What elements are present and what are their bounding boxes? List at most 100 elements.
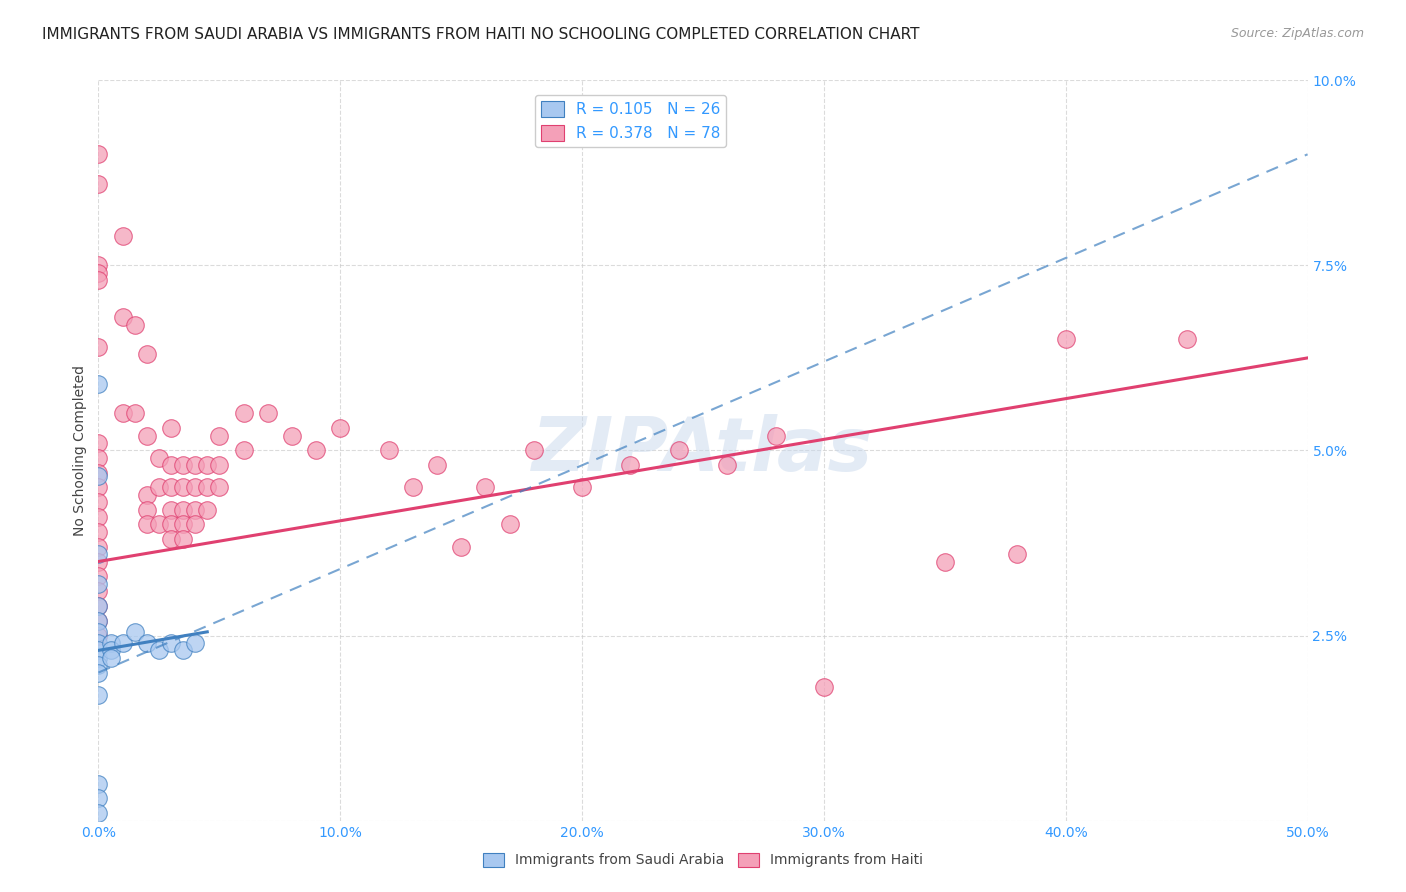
Point: [100, 650, 122, 665]
Point: [765, 428, 787, 442]
Point: [256, 407, 278, 421]
Point: [87, 524, 110, 539]
Point: [87, 628, 110, 642]
Point: [232, 443, 254, 458]
Point: [172, 533, 194, 547]
Point: [716, 458, 738, 473]
Point: [813, 681, 835, 695]
Point: [135, 347, 157, 361]
Point: [111, 228, 134, 243]
Point: [124, 407, 146, 421]
Point: [148, 517, 170, 532]
Point: [1175, 332, 1198, 346]
Point: [111, 407, 134, 421]
Point: [87, 599, 110, 613]
Point: [87, 636, 110, 650]
Point: [87, 273, 110, 287]
Point: [1054, 332, 1077, 346]
Point: [87, 177, 110, 191]
Point: [87, 340, 110, 354]
Point: [474, 480, 496, 494]
Point: [160, 458, 183, 473]
Point: [160, 480, 183, 494]
Point: [87, 658, 110, 673]
Point: [160, 421, 183, 435]
Point: [148, 450, 170, 465]
Point: [172, 480, 194, 494]
Text: Source: ZipAtlas.com: Source: ZipAtlas.com: [1230, 27, 1364, 40]
Point: [498, 517, 520, 532]
Point: [148, 480, 170, 494]
Point: [208, 428, 231, 442]
Point: [135, 636, 157, 650]
Point: [619, 458, 641, 473]
Point: [87, 665, 110, 680]
Point: [172, 458, 194, 473]
Point: [87, 614, 110, 628]
Point: [87, 576, 110, 591]
Point: [208, 480, 231, 494]
Point: [160, 636, 183, 650]
Point: [172, 502, 194, 516]
Point: [87, 510, 110, 524]
Point: [426, 458, 449, 473]
Point: [668, 443, 690, 458]
Point: [160, 533, 183, 547]
Point: [135, 502, 157, 516]
Point: [87, 547, 110, 561]
Point: [208, 458, 231, 473]
Point: [100, 636, 122, 650]
Point: [87, 450, 110, 465]
Point: [305, 443, 328, 458]
Point: [135, 517, 157, 532]
Point: [87, 469, 110, 483]
Y-axis label: No Schooling Completed: No Schooling Completed: [73, 365, 87, 536]
Point: [377, 443, 399, 458]
Point: [172, 517, 194, 532]
Text: IMMIGRANTS FROM SAUDI ARABIA VS IMMIGRANTS FROM HAITI NO SCHOOLING COMPLETED COR: IMMIGRANTS FROM SAUDI ARABIA VS IMMIGRAN…: [42, 27, 920, 42]
Point: [111, 310, 134, 325]
Point: [87, 147, 110, 161]
Point: [87, 540, 110, 554]
Point: [87, 776, 110, 791]
Point: [87, 555, 110, 569]
Point: [160, 502, 183, 516]
Point: [87, 614, 110, 628]
Point: [87, 569, 110, 583]
Point: [135, 488, 157, 502]
Point: [87, 259, 110, 273]
Point: [329, 421, 352, 435]
Point: [87, 376, 110, 391]
Point: [184, 480, 207, 494]
Point: [111, 636, 134, 650]
Point: [402, 480, 425, 494]
Point: [87, 436, 110, 450]
Point: [934, 555, 956, 569]
Point: [281, 428, 304, 442]
Legend: Immigrants from Saudi Arabia, Immigrants from Haiti: Immigrants from Saudi Arabia, Immigrants…: [478, 847, 928, 873]
Point: [100, 643, 122, 657]
Point: [87, 266, 110, 280]
Point: [148, 643, 170, 657]
Point: [87, 495, 110, 509]
Point: [232, 407, 254, 421]
Text: ZIPAtlas: ZIPAtlas: [533, 414, 873, 487]
Point: [87, 480, 110, 494]
Point: [135, 428, 157, 442]
Point: [195, 480, 218, 494]
Point: [87, 688, 110, 702]
Point: [124, 624, 146, 639]
Point: [87, 599, 110, 613]
Point: [184, 517, 207, 532]
Point: [450, 540, 472, 554]
Point: [184, 636, 207, 650]
Point: [124, 318, 146, 332]
Point: [1007, 547, 1029, 561]
Point: [87, 624, 110, 639]
Point: [87, 584, 110, 599]
Point: [87, 466, 110, 480]
Point: [571, 480, 593, 494]
Point: [87, 650, 110, 665]
Point: [184, 458, 207, 473]
Point: [184, 502, 207, 516]
